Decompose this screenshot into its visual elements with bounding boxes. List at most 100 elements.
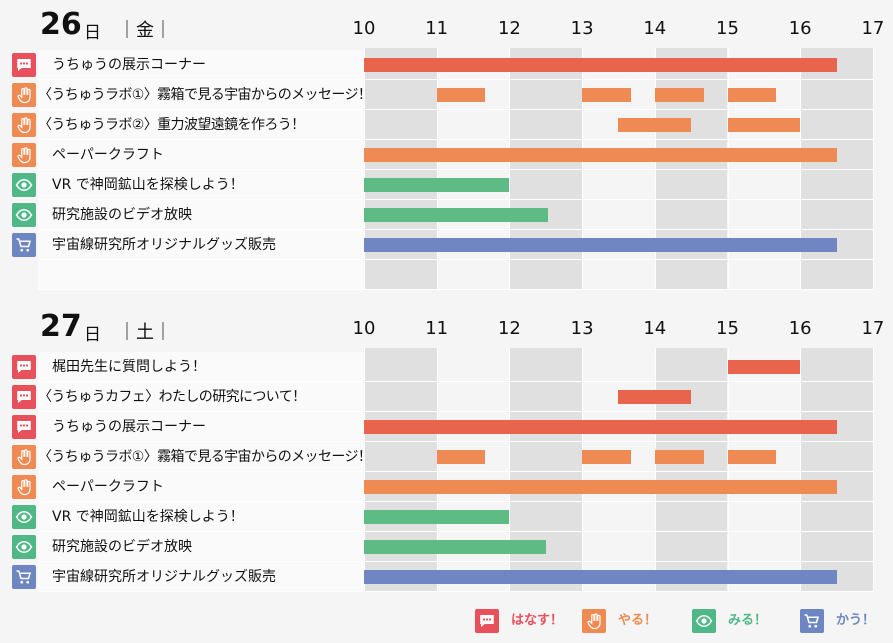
- hand-icon: [582, 609, 606, 633]
- speech-bubble-icon: [12, 53, 36, 77]
- hand-icon: [12, 83, 36, 107]
- hour-divider: [436, 48, 438, 290]
- hour-divider: [654, 348, 656, 592]
- event-session-bar[interactable]: [727, 360, 801, 374]
- hour-divider: [727, 48, 729, 290]
- row-label-cell: [38, 230, 364, 260]
- event-session-bar[interactable]: [727, 450, 777, 464]
- row-timeline-cell: [364, 352, 873, 382]
- hour-divider: [800, 348, 802, 592]
- cart-icon: [12, 565, 36, 589]
- row-timeline-cell: [364, 230, 873, 260]
- day-number: 27: [40, 309, 82, 344]
- event-session-bar[interactable]: [436, 88, 486, 102]
- event-session-bar[interactable]: [364, 208, 548, 222]
- event-session-bar[interactable]: [364, 148, 837, 162]
- row-timeline-cell: [364, 260, 873, 290]
- event-session-bar[interactable]: [364, 420, 837, 434]
- hour-band: [582, 348, 655, 592]
- day-suffix: 日: [84, 325, 101, 345]
- event-session-bar[interactable]: [727, 88, 777, 102]
- eye-icon: [12, 505, 36, 529]
- hour-label: 14: [643, 318, 667, 339]
- event-label: VR で神岡鉱山を探検しよう！: [52, 509, 244, 525]
- hour-label: 15: [716, 318, 739, 339]
- speech-bubble-icon: [475, 609, 499, 633]
- speech-bubble-icon: [12, 355, 36, 379]
- row-timeline-cell: [364, 532, 873, 562]
- weekday-label: ｜金｜: [118, 20, 172, 41]
- event-session-bar[interactable]: [364, 238, 837, 252]
- row-timeline-cell: [364, 562, 873, 592]
- hour-divider: [582, 48, 584, 290]
- row-label-cell: [38, 50, 364, 80]
- event-session-bar[interactable]: [618, 118, 692, 132]
- event-session-bar[interactable]: [654, 88, 704, 102]
- event-label: ペーパークラフト: [52, 479, 164, 495]
- eye-icon: [12, 203, 36, 227]
- event-label: うちゅうの展示コーナー: [52, 419, 206, 435]
- hour-label: 10: [352, 318, 376, 339]
- day-number: 26: [40, 7, 82, 42]
- event-label: 宇宙線研究所オリジナルグッズ販売: [52, 569, 276, 585]
- eye-icon: [12, 173, 36, 197]
- hour-divider: [582, 348, 584, 592]
- row-timeline-cell: [364, 412, 873, 442]
- event-session-bar[interactable]: [364, 58, 837, 72]
- event-label: 〈うちゅうラボ②〉重力波望遠鏡を作ろう！: [38, 117, 305, 133]
- hand-icon: [12, 113, 36, 137]
- hand-icon: [12, 143, 36, 167]
- hour-band: [727, 348, 801, 592]
- event-label: 研究施設のビデオ放映: [52, 207, 192, 223]
- event-session-bar[interactable]: [727, 118, 801, 132]
- legend-label: はなす！: [511, 613, 564, 628]
- row-label-cell: [38, 110, 364, 140]
- hour-label: 11: [425, 318, 449, 339]
- row-label-cell: [38, 532, 364, 562]
- row-label-cell: [38, 170, 364, 200]
- cart-icon: [12, 233, 36, 257]
- eye-icon: [12, 535, 36, 559]
- event-label: うちゅうの展示コーナー: [52, 57, 206, 73]
- event-label: 宇宙線研究所オリジナルグッズ販売: [52, 237, 276, 253]
- day-suffix: 日: [84, 23, 101, 43]
- event-session-bar[interactable]: [364, 480, 837, 494]
- hour-divider: [800, 48, 802, 290]
- hour-band: [800, 348, 873, 592]
- hour-label: 13: [570, 18, 594, 39]
- hour-label: 15: [716, 18, 739, 39]
- row-timeline-cell: [364, 472, 873, 502]
- event-label: 梶田先生に質問しよう！: [52, 359, 206, 375]
- row-label-cell: [38, 472, 364, 502]
- hour-divider: [364, 348, 365, 592]
- hour-divider: [436, 348, 438, 592]
- row-label-cell: [38, 140, 364, 170]
- event-session-bar[interactable]: [364, 178, 510, 192]
- row-label-cell: [38, 260, 364, 290]
- legend-label: やる！: [618, 613, 658, 628]
- event-session-bar[interactable]: [364, 540, 546, 554]
- event-session-bar[interactable]: [582, 88, 631, 102]
- event-label: 〈うちゅうカフェ〉わたしの研究について！: [38, 389, 306, 405]
- hour-label: 17: [861, 18, 885, 39]
- hour-label: 11: [425, 18, 449, 39]
- legend-label: みる！: [728, 613, 768, 628]
- event-session-bar[interactable]: [618, 390, 692, 404]
- hour-label: 12: [497, 318, 521, 339]
- hour-label: 16: [788, 18, 812, 39]
- hour-divider: [654, 48, 656, 290]
- event-session-bar[interactable]: [654, 450, 704, 464]
- hour-label: 17: [861, 318, 885, 339]
- speech-bubble-icon: [12, 415, 36, 439]
- event-session-bar[interactable]: [436, 450, 486, 464]
- hand-icon: [12, 445, 36, 469]
- hour-divider: [509, 348, 511, 592]
- hand-icon: [12, 475, 36, 499]
- row-timeline-cell: [364, 80, 873, 110]
- row-timeline-cell: [364, 50, 873, 80]
- event-session-bar[interactable]: [582, 450, 631, 464]
- event-label: ペーパークラフト: [52, 147, 164, 163]
- event-session-bar[interactable]: [364, 570, 837, 584]
- hour-label: 10: [352, 18, 376, 39]
- event-session-bar[interactable]: [364, 510, 510, 524]
